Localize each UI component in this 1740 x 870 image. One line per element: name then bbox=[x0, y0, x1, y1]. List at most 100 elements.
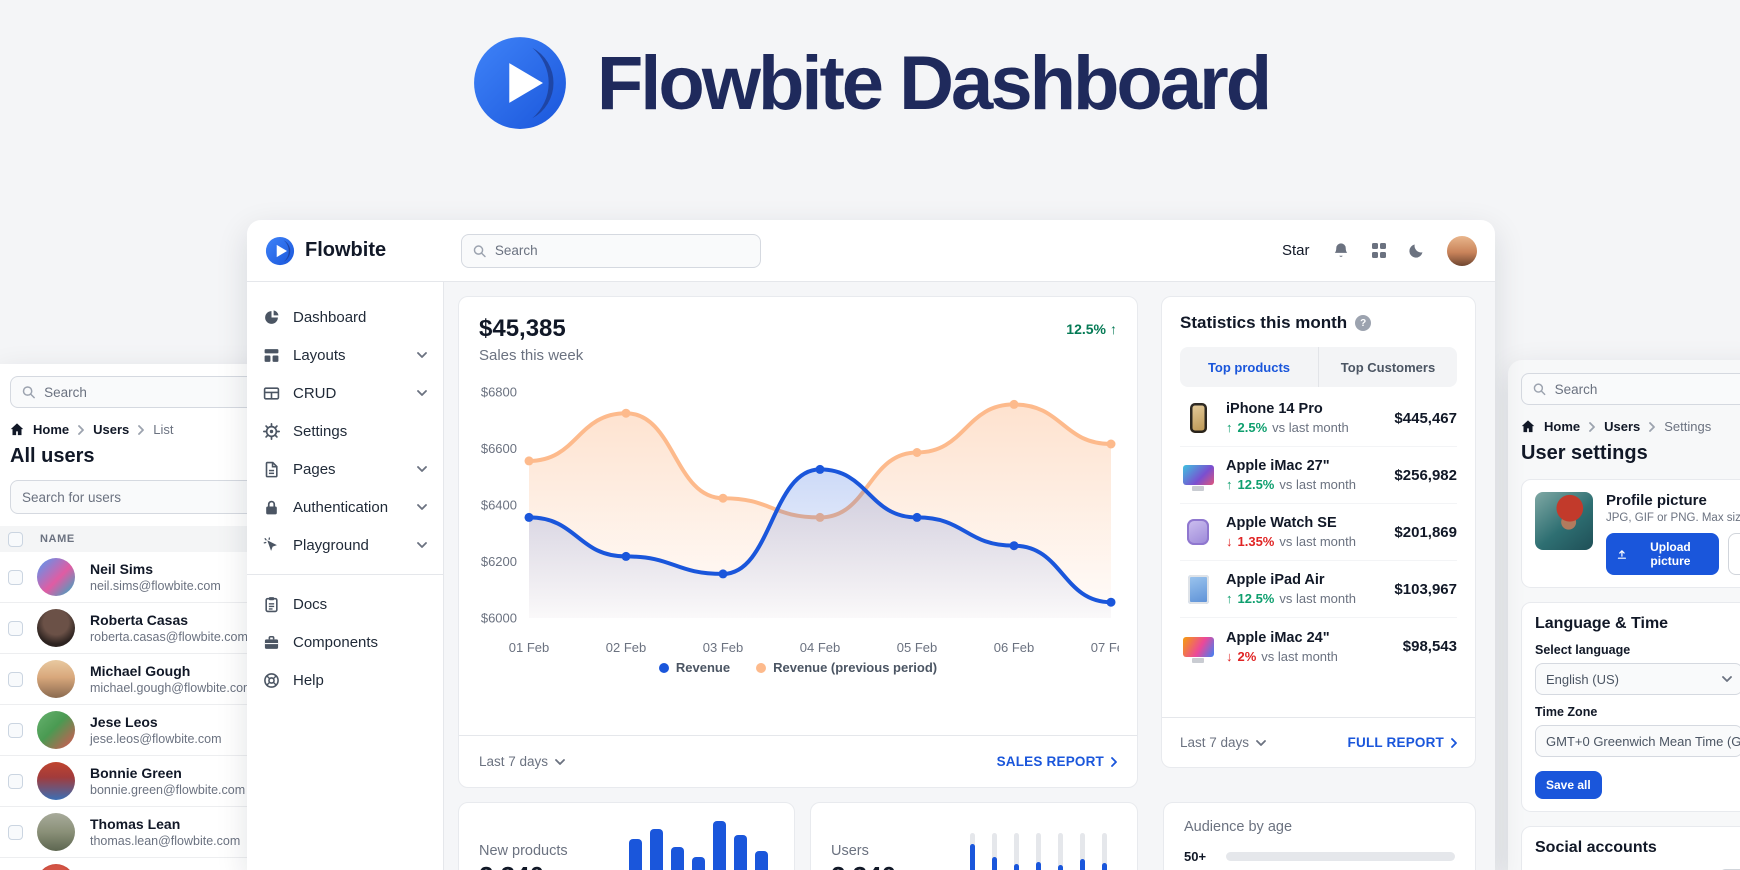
product-delta: 1.35% bbox=[1237, 534, 1275, 549]
moon-icon[interactable] bbox=[1408, 242, 1425, 259]
up-arrow-icon: ↑ bbox=[1110, 321, 1117, 337]
sidebar-item-crud[interactable]: CRUD bbox=[247, 374, 443, 412]
table-icon bbox=[263, 386, 280, 400]
row-checkbox[interactable] bbox=[8, 773, 23, 789]
sidebar-item-label: Help bbox=[293, 671, 324, 689]
star-link[interactable]: Star bbox=[1281, 242, 1310, 259]
breadcrumb-current: Settings bbox=[1664, 419, 1712, 434]
product-name: Apple iPad Air bbox=[1226, 572, 1325, 588]
chevron-down-icon bbox=[417, 542, 427, 548]
sidebar-item-label: Layouts bbox=[293, 346, 346, 364]
tab-top-products[interactable]: Top products bbox=[1180, 347, 1318, 387]
audience-by-age-card: Audience by age 50+ 40+ bbox=[1163, 802, 1476, 870]
sidebar-item-docs[interactable]: Docs bbox=[247, 585, 443, 623]
bar-track bbox=[1036, 833, 1041, 870]
up-arrow-icon: ↑ bbox=[1226, 477, 1233, 492]
bell-icon[interactable] bbox=[1332, 242, 1350, 260]
bar-fill bbox=[1102, 863, 1107, 870]
new-products-card: New products 2,340 bbox=[458, 802, 795, 870]
settings-search-input[interactable] bbox=[1554, 381, 1740, 397]
sidebar-item-label: Pages bbox=[293, 460, 336, 478]
up-arrow-icon: ↑ bbox=[1226, 591, 1233, 606]
users-card: Users 2,340 bbox=[810, 802, 1138, 870]
sidebar-item-layouts[interactable]: Layouts bbox=[247, 336, 443, 374]
bar-fill bbox=[1014, 864, 1019, 870]
bar bbox=[734, 835, 747, 870]
breadcrumb-users[interactable]: Users bbox=[1604, 419, 1641, 434]
sales-delta: 12.5% ↑ bbox=[1066, 321, 1117, 337]
timezone-select[interactable]: GMT+0 Greenwich Mean Time (GMT) bbox=[1535, 725, 1740, 757]
bar-track bbox=[1080, 833, 1085, 870]
sidebar-item-label: Docs bbox=[293, 595, 328, 613]
user-name: Bonnie Green bbox=[90, 765, 182, 781]
sidebar-item-pages[interactable]: Pages bbox=[247, 450, 443, 488]
product-row: Apple iMac 24" ↓ 2% vs last month $98,543 bbox=[1180, 618, 1457, 675]
sidebar-item-settings[interactable]: Settings bbox=[247, 412, 443, 450]
statistics-title: Statistics this month bbox=[1180, 313, 1348, 332]
clipboard-icon bbox=[265, 596, 278, 612]
brand[interactable]: Flowbite bbox=[265, 236, 461, 266]
row-checkbox[interactable] bbox=[8, 824, 23, 840]
brand-name: Flowbite bbox=[305, 239, 387, 261]
svg-text:05 Feb: 05 Feb bbox=[897, 640, 937, 655]
profile-picture-hint: JPG, GIF or PNG. Max size of 800K bbox=[1606, 512, 1740, 524]
breadcrumb: Home Users List bbox=[10, 422, 386, 437]
product-row: Apple Watch SE ↓ 1.35% vs last month $201,… bbox=[1180, 504, 1457, 561]
product-name: iPhone 14 Pro bbox=[1226, 401, 1323, 417]
chevron-right-icon bbox=[1589, 421, 1596, 432]
upload-picture-button[interactable]: Upload picture bbox=[1606, 533, 1720, 575]
tab-top-customers[interactable]: Top Customers bbox=[1318, 347, 1457, 387]
select-all-checkbox[interactable] bbox=[8, 531, 23, 547]
sales-report-link[interactable]: SALES REPORT bbox=[997, 754, 1117, 769]
apps-grid-icon[interactable] bbox=[1371, 243, 1386, 258]
lock-icon bbox=[266, 500, 277, 514]
user-avatar bbox=[37, 711, 75, 749]
row-checkbox[interactable] bbox=[8, 569, 23, 585]
vs-label: vs last month bbox=[1272, 420, 1349, 435]
language-value: English (US) bbox=[1546, 671, 1619, 687]
dashboard-search-input[interactable] bbox=[494, 243, 749, 258]
app-body: Dashboard Layouts CRUD Settings Pages bbox=[247, 282, 1495, 870]
sidebar-item-label: Authentication bbox=[293, 498, 389, 516]
svg-text:$6000: $6000 bbox=[481, 611, 517, 626]
new-products-bar-chart bbox=[629, 821, 768, 870]
social-accounts-card: Social accounts f Facebook account www.f… bbox=[1521, 826, 1740, 870]
date-range-button[interactable]: Last 7 days bbox=[1180, 735, 1266, 750]
vs-label: vs last month bbox=[1279, 477, 1356, 492]
row-checkbox[interactable] bbox=[8, 620, 23, 636]
breadcrumb-home[interactable]: Home bbox=[33, 422, 70, 437]
svg-text:01 Feb: 01 Feb bbox=[509, 640, 549, 655]
sidebar-item-authentication[interactable]: Authentication bbox=[247, 488, 443, 526]
sidebar-item-label: CRUD bbox=[293, 384, 337, 402]
breadcrumb-current: List bbox=[153, 422, 174, 437]
sidebar-item-components[interactable]: Components bbox=[247, 623, 443, 661]
user-email: thomas.lean@flowbite.com bbox=[90, 834, 241, 848]
layouts-icon bbox=[264, 348, 279, 362]
audience-age-label: 50+ bbox=[1184, 849, 1207, 864]
down-arrow-icon: ↓ bbox=[1226, 534, 1233, 549]
sales-card: $45,385 Sales this week 12.5% ↑ $6800 $66… bbox=[458, 296, 1138, 788]
date-range-button[interactable]: Last 7 days bbox=[479, 754, 565, 769]
new-products-label: New products bbox=[479, 843, 568, 859]
help-icon[interactable]: ? bbox=[1355, 315, 1372, 331]
sidebar-item-playground[interactable]: Playground bbox=[247, 526, 443, 564]
language-select[interactable]: English (US) bbox=[1535, 663, 1740, 695]
save-all-button[interactable]: Save all bbox=[1535, 771, 1602, 799]
gear-icon bbox=[263, 422, 280, 440]
flowbite-logo-icon bbox=[265, 236, 295, 265]
audience-row: 50+ bbox=[1184, 849, 1455, 864]
briefcase-icon bbox=[264, 635, 279, 649]
row-checkbox[interactable] bbox=[8, 722, 23, 738]
full-report-link[interactable]: FULL REPORT bbox=[1348, 735, 1457, 750]
user-settings-title: User settings bbox=[1521, 442, 1648, 464]
sales-subtitle: Sales this week bbox=[479, 347, 584, 364]
user-avatar bbox=[37, 762, 75, 800]
breadcrumb-users[interactable]: Users bbox=[93, 422, 130, 437]
time-zone-label: Time Zone bbox=[1535, 705, 1598, 719]
user-avatar[interactable] bbox=[1447, 235, 1477, 266]
row-checkbox[interactable] bbox=[8, 671, 23, 687]
delete-button[interactable]: Delete bbox=[1728, 533, 1740, 575]
sidebar-item-dashboard[interactable]: Dashboard bbox=[247, 298, 443, 336]
sidebar-item-help[interactable]: Help bbox=[247, 661, 443, 699]
breadcrumb-home[interactable]: Home bbox=[1544, 419, 1581, 434]
